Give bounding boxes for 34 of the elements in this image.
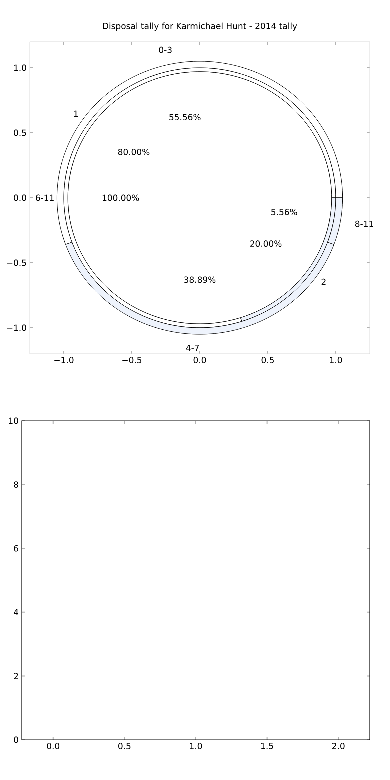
y-tick-label: 0.5 (14, 130, 26, 136)
x-tick-label: 0.0 (47, 743, 60, 750)
x-tick-label: −0.5 (122, 357, 142, 364)
x-tick-label: 0.5 (118, 743, 131, 750)
y-tick-label: −0.5 (7, 260, 26, 266)
slice-label: 6-11 (36, 194, 54, 202)
data-label: 100.00% (102, 194, 140, 202)
y-tick-label: −1.0 (7, 324, 26, 332)
x-tick-label: 2.0 (332, 743, 345, 750)
x-tick-label: 0.0 (194, 357, 206, 364)
y-tick-label: 0 (14, 736, 18, 744)
y-tick-label: 1.0 (14, 64, 26, 72)
x-tick-label: 0.5 (262, 357, 274, 364)
slice-label: 8-11 (355, 220, 374, 228)
slice-label: 4-7 (186, 345, 200, 352)
data-label: 80.00% (118, 148, 150, 156)
y-tick-label: 2 (14, 673, 18, 680)
y-tick-label: 8 (14, 482, 18, 488)
x-tick-label: −1.0 (54, 357, 74, 364)
data-label: 38.89% (184, 276, 216, 284)
data-label: 20.00% (250, 240, 282, 248)
y-tick-label: 10 (9, 418, 18, 424)
data-label: 5.56% (272, 209, 298, 216)
y-tick-label: 4 (14, 609, 18, 616)
chart-title: Disposal tally for Karmichael Hunt - 2014 tally (103, 22, 298, 31)
slice-label: 0-3 (159, 46, 172, 54)
slice-label: 2 (322, 278, 326, 286)
slice-label: 1 (74, 110, 78, 118)
x-tick-label: 1.0 (190, 743, 202, 750)
x-tick-label: 1.5 (262, 743, 274, 750)
x-tick-label: 1.0 (330, 357, 342, 364)
data-label: 55.56% (170, 114, 201, 121)
y-tick-label: 0.0 (14, 194, 26, 202)
y-tick-label: 6 (14, 545, 18, 552)
